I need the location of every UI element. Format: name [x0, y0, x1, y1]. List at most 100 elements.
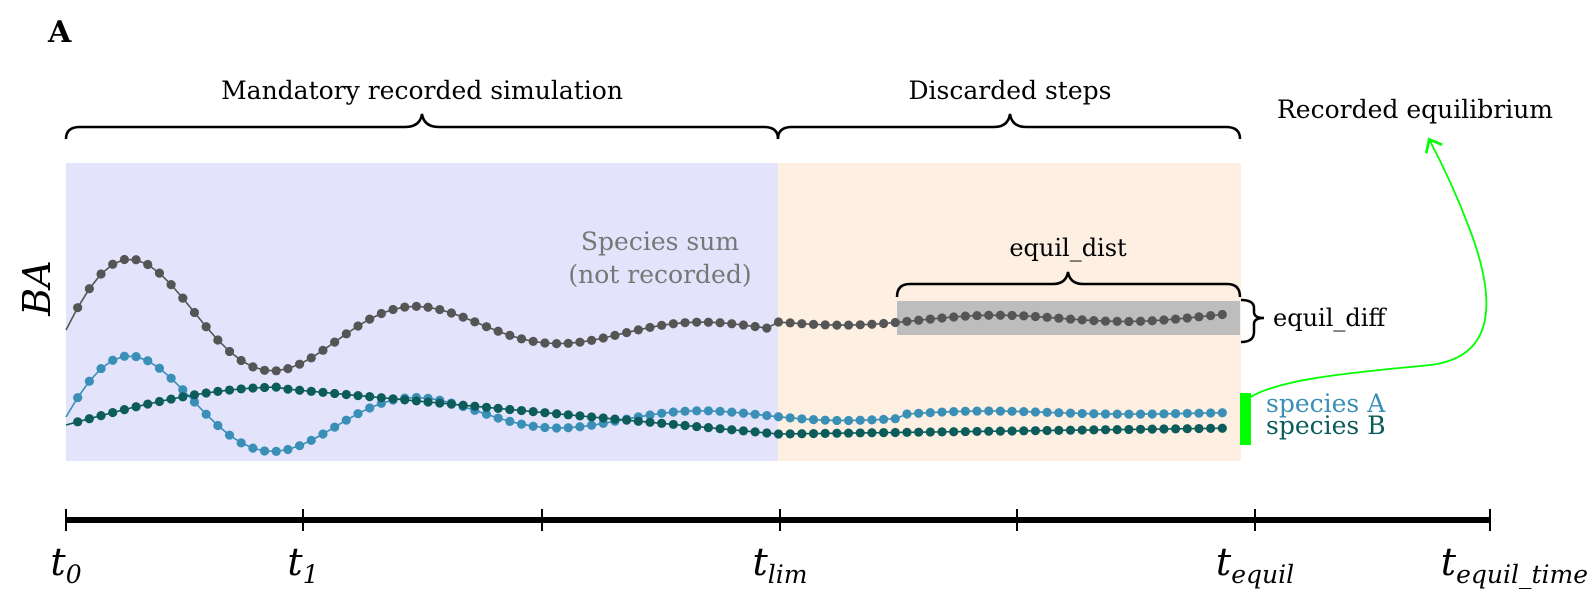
a-series-point: [224, 430, 235, 440]
sum-series-point: [248, 362, 258, 372]
b-series-point: [505, 404, 515, 415]
a-series-point: [727, 407, 737, 417]
sum-series-point: [692, 317, 702, 327]
a-series-point: [703, 406, 714, 416]
b-series-point: [1112, 425, 1122, 435]
a-series-point: [505, 416, 515, 426]
b-series-point: [820, 428, 830, 438]
sum-series-point: [259, 365, 270, 375]
sum-series-point: [213, 335, 223, 345]
a-series-point: [1182, 408, 1192, 419]
a-series-point: [96, 363, 106, 374]
b-series-point: [1206, 423, 1216, 433]
a-series-point: [166, 373, 176, 383]
a-series-point: [668, 407, 678, 417]
b-series-point: [914, 427, 924, 437]
a-series-point: [563, 423, 573, 433]
sum-series-point: [1194, 312, 1204, 322]
b-series-point: [224, 385, 235, 395]
a-series-point: [1019, 406, 1029, 417]
sum-series-point: [1054, 313, 1064, 323]
sum-series-point: [738, 320, 749, 330]
a-series-point: [1112, 409, 1122, 419]
a-series-point: [119, 351, 129, 361]
a-series-point: [587, 420, 597, 430]
b-series-line: [65, 386, 1223, 435]
sum-series-point: [750, 321, 760, 332]
sum-series-point: [1030, 311, 1041, 322]
a-series-point: [1065, 408, 1076, 418]
sum-series-point: [773, 317, 784, 327]
sum-series-point: [879, 318, 889, 329]
sum-series-point: [365, 314, 375, 324]
sum-series-point: [1042, 312, 1052, 322]
sum-series-point: [295, 359, 305, 369]
sum-series-point: [306, 353, 316, 363]
sum-series-point: [236, 355, 246, 366]
sum-series-point: [622, 327, 632, 338]
b-series-point: [435, 398, 445, 408]
a-series-point: [1147, 409, 1157, 419]
b-series-point: [1065, 425, 1076, 435]
sum-series-point: [446, 308, 457, 318]
species-sum-label: Species sum: [581, 227, 739, 256]
sum-series-point: [587, 335, 597, 345]
b-series-point: [119, 405, 129, 415]
a-series-point: [283, 444, 293, 455]
b-series-point: [376, 393, 386, 403]
a-series-point: [785, 413, 795, 423]
sum-series-point: [797, 319, 807, 329]
a-series-point: [1194, 408, 1204, 418]
b-series-point: [236, 384, 246, 394]
a-series-point: [1042, 407, 1052, 417]
sum-series-point: [1135, 316, 1146, 326]
equil-diff-brace: [1240, 298, 1265, 344]
a-series-point: [762, 410, 772, 421]
a-series-point: [1007, 406, 1017, 416]
a-series-point: [949, 406, 959, 417]
sum-series-point: [516, 334, 527, 344]
sum-series-point: [411, 301, 421, 311]
timeline-tick-label: tlim: [753, 540, 808, 589]
sum-series-point: [224, 346, 235, 357]
sum-series-point: [949, 312, 959, 322]
a-series-point: [84, 376, 94, 386]
a-series-point: [306, 435, 316, 445]
a-series-point: [318, 429, 328, 439]
sum-series-point: [551, 339, 562, 349]
sum-series-point: [481, 322, 492, 332]
a-series-point: [820, 415, 830, 425]
sum-series-point: [435, 304, 445, 315]
discarded-brace: [776, 113, 1242, 140]
a-series-point: [995, 406, 1006, 416]
sum-series-point: [1147, 316, 1157, 326]
b-series-point: [446, 399, 457, 409]
sum-series-point: [166, 280, 176, 290]
a-series-point: [201, 409, 211, 419]
sum-series-point: [108, 259, 118, 269]
sum-series-point: [633, 325, 643, 335]
a-series-point: [516, 419, 527, 429]
b-series-point: [458, 400, 468, 410]
b-series-point: [587, 412, 597, 422]
b-series-point: [575, 411, 585, 421]
sum-series-point: [1182, 313, 1192, 323]
sum-series-point: [925, 314, 935, 324]
a-series-point: [73, 393, 83, 403]
b-series-point: [1030, 426, 1041, 436]
b-series-point: [797, 429, 807, 439]
a-series-point: [1077, 408, 1087, 419]
b-series-point: [154, 396, 165, 407]
a-series-point: [984, 406, 994, 416]
b-series-point: [493, 403, 503, 414]
timeline-tick-label: tequil_time: [1441, 540, 1588, 589]
a-series-point: [914, 408, 924, 418]
b-series-point: [551, 409, 562, 419]
sum-series-point: [984, 310, 994, 320]
b-series-point: [879, 428, 889, 438]
sum-series-point: [528, 336, 538, 346]
b-series-point: [143, 399, 153, 409]
sum-series-point: [960, 311, 970, 321]
sum-series-point: [388, 304, 398, 315]
a-series-point: [131, 351, 141, 362]
